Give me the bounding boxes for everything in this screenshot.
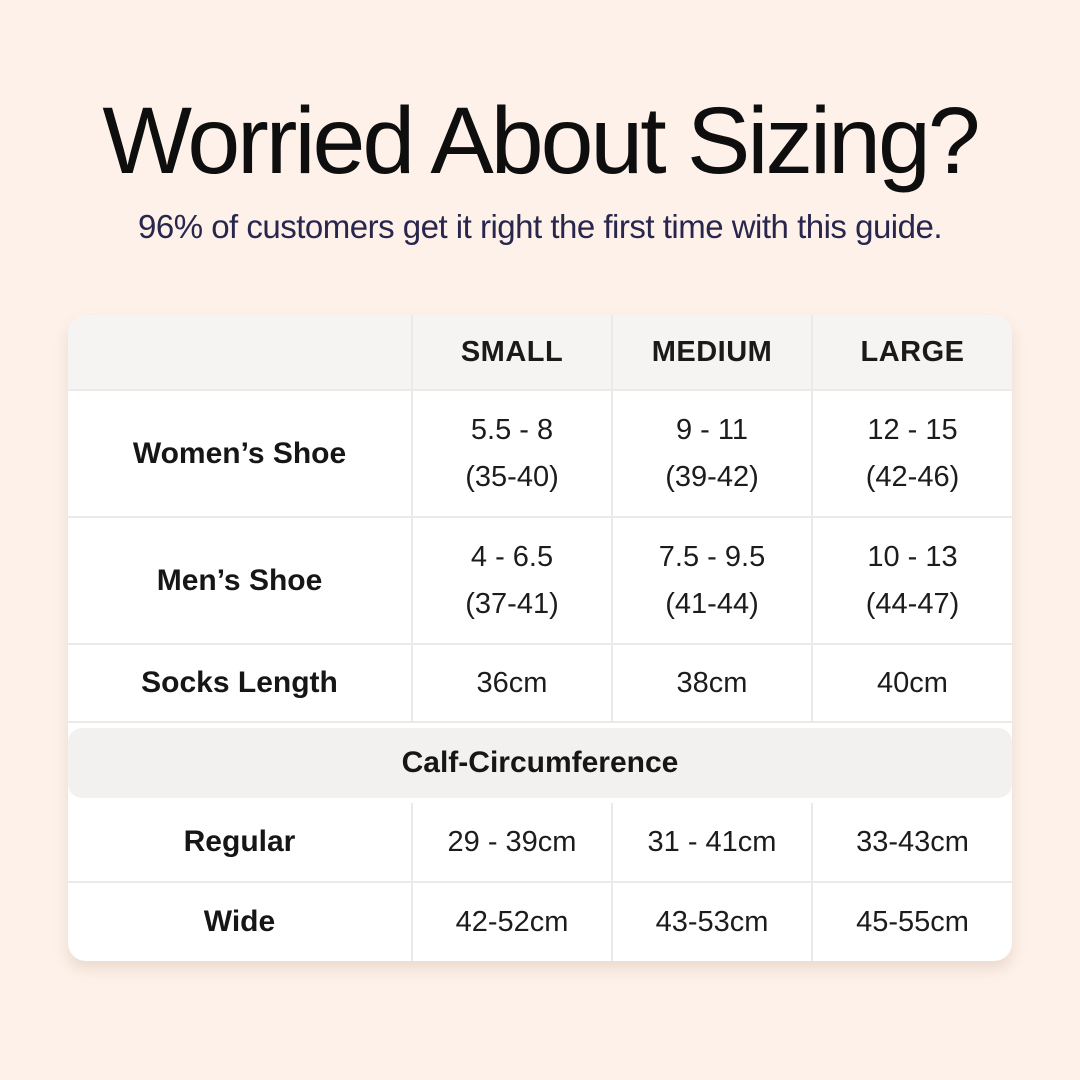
cell-value-line1: 10 - 13 xyxy=(867,540,958,573)
cell-value-line2: (35-40) xyxy=(465,460,559,493)
cell-wide-large: 45-55cm xyxy=(811,883,1012,961)
cell-value-line2: (37-41) xyxy=(465,587,559,620)
cell-value: 42-52cm xyxy=(455,905,569,938)
cell-mens-medium: 7.5 - 9.5 (41-44) xyxy=(611,518,811,643)
cell-value: 36cm xyxy=(476,666,548,699)
cell-value-line1: 5.5 - 8 xyxy=(470,413,554,446)
section-header-calf-circumference: Calf-Circumference xyxy=(68,728,1012,798)
cell-value: 31 - 41cm xyxy=(647,825,777,858)
cell-value: 40cm xyxy=(877,666,948,699)
cell-value-line2: (44-47) xyxy=(865,587,960,620)
cell-value-line1: 7.5 - 9.5 xyxy=(658,540,766,573)
size-chart-table: SMALL MEDIUM LARGE Women’s Shoe 5.5 - 8 … xyxy=(68,315,1012,961)
cell-value-line2: (41-44) xyxy=(665,587,759,620)
row-label: Wide xyxy=(203,905,276,938)
row-label: Socks Length xyxy=(141,666,338,699)
cell-socks-medium: 38cm xyxy=(611,645,811,721)
table-row-regular: Regular 29 - 39cm 31 - 41cm 33-43cm xyxy=(68,803,1012,883)
cell-womens-large: 12 - 15 (42-46) xyxy=(811,391,1012,516)
cell-socks-small: 36cm xyxy=(411,645,611,721)
cell-womens-small: 5.5 - 8 (35-40) xyxy=(411,391,611,516)
page-title: Worried About Sizing? xyxy=(102,88,980,194)
table-row-mens-shoe: Men’s Shoe 4 - 6.5 (37-41) 7.5 - 9.5 (41… xyxy=(68,518,1012,645)
column-header-medium: MEDIUM xyxy=(611,315,811,389)
cell-value-line1: 4 - 6.5 xyxy=(470,540,554,573)
cell-mens-large: 10 - 13 (44-47) xyxy=(811,518,1012,643)
cell-value-line2: (42-46) xyxy=(865,460,960,493)
cell-value: 38cm xyxy=(676,666,748,699)
table-row-womens-shoe: Women’s Shoe 5.5 - 8 (35-40) 9 - 11 (39-… xyxy=(68,391,1012,518)
header-empty-cell xyxy=(68,315,411,389)
table-row-socks-length: Socks Length 36cm 38cm 40cm xyxy=(68,645,1012,723)
column-header-large: LARGE xyxy=(811,315,1012,389)
row-label: Women’s Shoe xyxy=(132,436,347,470)
table-row-wide: Wide 42-52cm 43-53cm 45-55cm xyxy=(68,883,1012,961)
cell-regular-large: 33-43cm xyxy=(811,803,1012,881)
page-subtitle: 96% of customers get it right the first … xyxy=(137,207,943,245)
section-band-row: Calf-Circumference xyxy=(68,723,1012,803)
cell-womens-medium: 9 - 11 (39-42) xyxy=(611,391,811,516)
cell-wide-small: 42-52cm xyxy=(411,883,611,961)
row-label: Men’s Shoe xyxy=(156,563,323,597)
cell-value: 29 - 39cm xyxy=(447,825,577,858)
cell-value: 33-43cm xyxy=(856,825,969,858)
header-block: Worried About Sizing? 96% of customers g… xyxy=(0,88,1080,246)
cell-regular-small: 29 - 39cm xyxy=(411,803,611,881)
cell-value-line2: (39-42) xyxy=(665,460,759,493)
cell-value: 45-55cm xyxy=(856,905,969,938)
cell-socks-large: 40cm xyxy=(811,645,1012,721)
cell-value-line1: 9 - 11 xyxy=(675,413,748,446)
row-label: Regular xyxy=(183,825,296,858)
cell-wide-medium: 43-53cm xyxy=(611,883,811,961)
cell-value-line1: 12 - 15 xyxy=(867,413,958,446)
cell-regular-medium: 31 - 41cm xyxy=(611,803,811,881)
cell-mens-small: 4 - 6.5 (37-41) xyxy=(411,518,611,643)
column-header-small: SMALL xyxy=(411,315,611,389)
table-header-row: SMALL MEDIUM LARGE xyxy=(68,315,1012,391)
cell-value: 43-53cm xyxy=(655,905,769,938)
